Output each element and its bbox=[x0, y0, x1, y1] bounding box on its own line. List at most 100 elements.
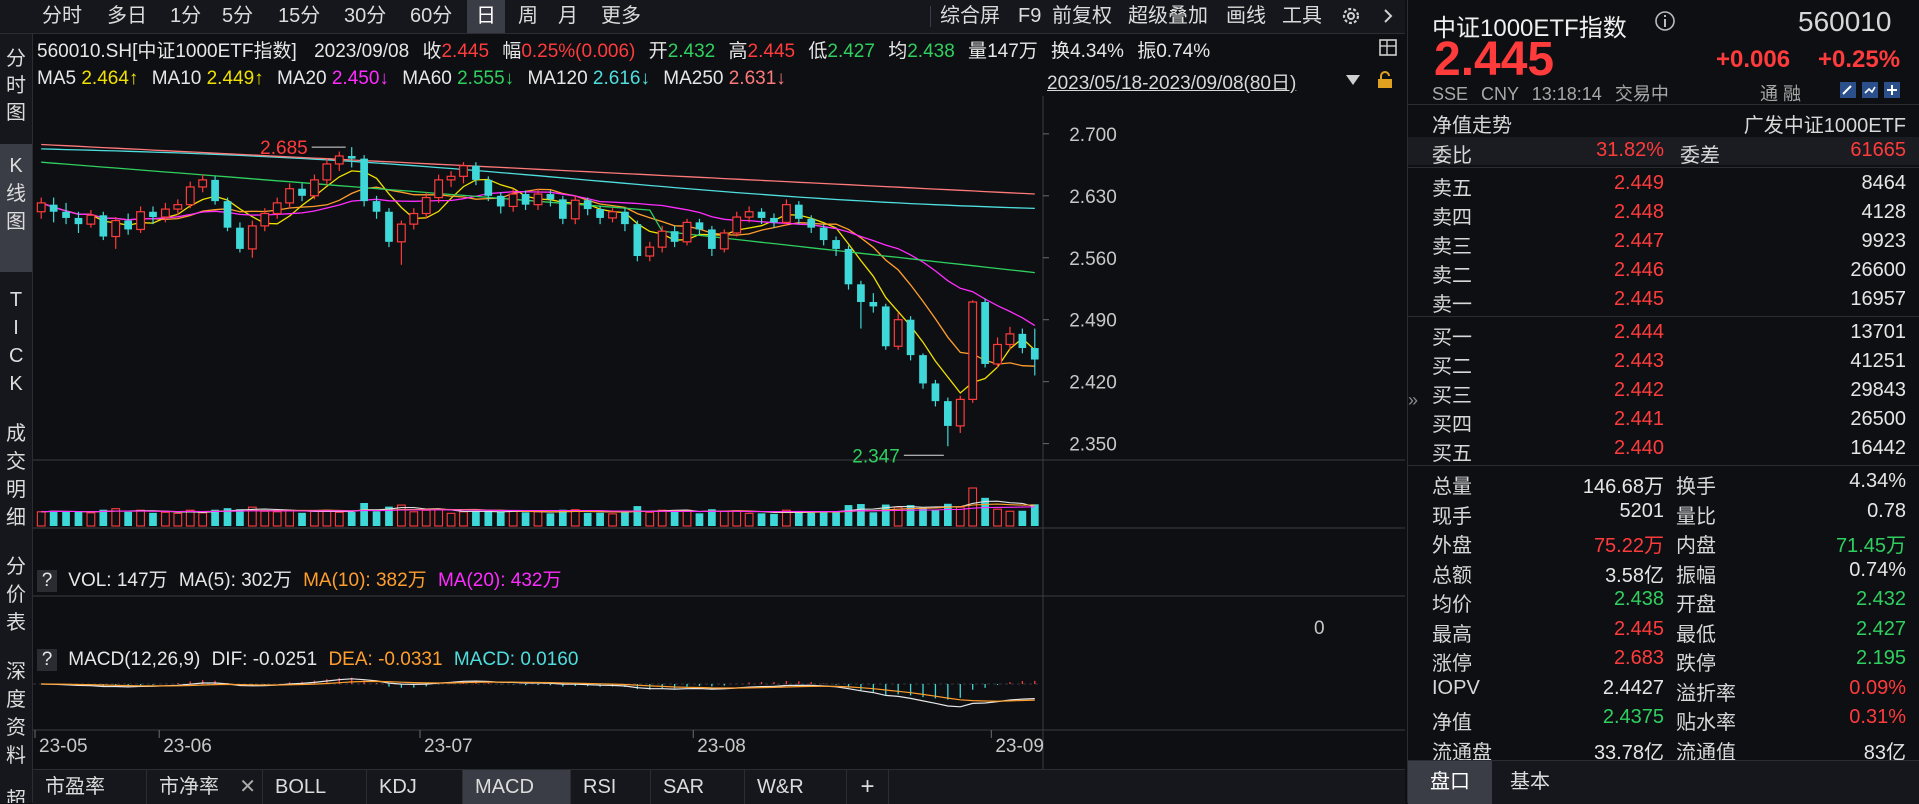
range-dropdown-icon[interactable] bbox=[1345, 71, 1361, 87]
indicator-tab-rsi[interactable]: RSI bbox=[571, 770, 651, 804]
tool-overlay[interactable]: 超级叠加 bbox=[1128, 5, 1208, 27]
lock-icon[interactable] bbox=[1375, 70, 1395, 90]
side-tab-trade-detail[interactable]: 成交明细 bbox=[0, 416, 32, 544]
gear-icon[interactable] bbox=[1339, 4, 1363, 28]
candle-body bbox=[124, 220, 132, 230]
stat-row: 净值 2.4375 贴水率 0.31% bbox=[1408, 704, 1919, 734]
tool-composite-screen[interactable]: 综合屏 bbox=[940, 5, 1000, 27]
candle-body bbox=[298, 188, 306, 196]
ask-level-row[interactable]: 卖三 2.447 9923 bbox=[1408, 228, 1919, 258]
chevron-right-icon[interactable] bbox=[1378, 6, 1398, 26]
volume-bar bbox=[906, 505, 915, 526]
price-tick-label: 2.700 bbox=[1069, 125, 1117, 146]
volume-value: 147万 bbox=[987, 41, 1038, 62]
candle bbox=[919, 353, 927, 389]
stat-row: IOPV 2.4427 溢折率 0.09% bbox=[1408, 675, 1919, 705]
period-tab-week[interactable]: 周 bbox=[518, 5, 538, 27]
help-icon[interactable]: ? bbox=[37, 649, 57, 671]
volume-bar bbox=[708, 509, 716, 526]
indicator-tab-pe[interactable]: 市盈率 bbox=[33, 770, 147, 804]
add-indicator-icon[interactable]: + bbox=[847, 770, 889, 804]
indicator-tab-macd[interactable]: MACD bbox=[463, 770, 571, 804]
tool-fuquan[interactable]: 前复权 bbox=[1052, 5, 1112, 27]
indicator-tab-pb[interactable]: 市净率 ✕ bbox=[147, 770, 263, 804]
turnover-label: 换 bbox=[1051, 41, 1071, 62]
volume-pane bbox=[36, 487, 1039, 527]
period-tab-day[interactable]: 日 bbox=[467, 0, 505, 33]
ask-level-row[interactable]: 卖一 2.445 16957 bbox=[1408, 286, 1919, 316]
candle bbox=[1018, 328, 1027, 354]
change-value: 0.25%(0.006) bbox=[521, 41, 636, 62]
nav-trend-link[interactable]: 净值走势 bbox=[1432, 115, 1512, 137]
bid-level-row[interactable]: 买三 2.442 29843 bbox=[1408, 377, 1919, 407]
candle bbox=[732, 211, 742, 237]
quick-action-icons[interactable] bbox=[1838, 81, 1916, 99]
indicator-tab-kdj[interactable]: KDJ bbox=[367, 770, 463, 804]
indicator-tab-wr[interactable]: W&R bbox=[745, 770, 847, 804]
ask-level-row[interactable]: 卖二 2.446 26600 bbox=[1408, 257, 1919, 287]
panel-tab-basic[interactable]: 基本 bbox=[1510, 771, 1550, 793]
candle bbox=[211, 176, 219, 205]
candle-body bbox=[322, 163, 332, 181]
bid-level-row[interactable]: 买四 2.441 26500 bbox=[1408, 406, 1919, 436]
volume-bar bbox=[944, 503, 952, 526]
period-tab-15min[interactable]: 15分 bbox=[278, 5, 321, 27]
volume-bar bbox=[558, 509, 567, 526]
vol-ma5: MA(5): 302万 bbox=[178, 570, 292, 591]
tool-tools[interactable]: 工具 bbox=[1282, 5, 1322, 27]
candle-body bbox=[832, 240, 840, 249]
level-volume: 9923 bbox=[1861, 230, 1907, 252]
tool-draw[interactable]: 画线 bbox=[1226, 5, 1266, 27]
panel-expand-icon[interactable]: » bbox=[1408, 390, 1419, 410]
period-tab-30min[interactable]: 30分 bbox=[344, 5, 387, 27]
ask-level-row[interactable]: 卖五 2.449 8464 bbox=[1408, 170, 1919, 200]
side-tab-kline[interactable]: K线图 bbox=[0, 144, 32, 272]
stat-label: 现手 bbox=[1432, 505, 1472, 528]
side-tab-time-chart[interactable]: 分时图 bbox=[0, 42, 32, 132]
level-price: 2.443 bbox=[1613, 350, 1664, 372]
indicator-tab-boll[interactable]: BOLL bbox=[263, 770, 367, 804]
candle bbox=[682, 218, 692, 246]
candle-body bbox=[434, 179, 444, 199]
period-tab-60min[interactable]: 60分 bbox=[410, 5, 453, 27]
period-tab-1min[interactable]: 1分 bbox=[170, 5, 202, 27]
period-tab-fenshi[interactable]: 分时 bbox=[42, 5, 82, 27]
bid-level-row[interactable]: 买一 2.444 13701 bbox=[1408, 319, 1919, 349]
volume-bar bbox=[247, 506, 257, 527]
level-label: 卖五 bbox=[1432, 178, 1472, 200]
bid-level-row[interactable]: 买五 2.440 16442 bbox=[1408, 435, 1919, 465]
panel-tab-pankou[interactable]: 盘口 bbox=[1408, 761, 1492, 804]
candle bbox=[49, 197, 58, 223]
candle bbox=[160, 202, 170, 223]
bar-date: 2023/09/08 bbox=[314, 41, 410, 62]
candle-body bbox=[944, 401, 952, 426]
date-range[interactable]: 2023/05/18-2023/09/08(80日) bbox=[1047, 73, 1297, 94]
window-toggle-icon[interactable] bbox=[1378, 38, 1400, 58]
volume-bar bbox=[1030, 504, 1039, 526]
period-tab-more[interactable]: 更多 bbox=[601, 5, 641, 27]
side-tab-depth[interactable]: 深度资料 bbox=[0, 654, 32, 782]
volume-bar bbox=[981, 497, 989, 526]
candle-body bbox=[496, 195, 505, 207]
help-icon[interactable]: ? bbox=[37, 570, 57, 592]
close-icon[interactable]: ✕ bbox=[239, 776, 256, 798]
candle bbox=[819, 224, 828, 246]
level-volume: 26500 bbox=[1850, 408, 1906, 430]
period-tab-multiday[interactable]: 多日 bbox=[107, 5, 147, 27]
bid-level-row[interactable]: 买二 2.443 41251 bbox=[1408, 348, 1919, 378]
volume-bar bbox=[409, 511, 419, 527]
side-tab-price-table[interactable]: 分价表 bbox=[0, 549, 32, 653]
stat-value: 2.4375 bbox=[1602, 706, 1664, 728]
side-tab-label: K线图 bbox=[6, 155, 26, 233]
date-tick-label: 23-05 bbox=[39, 736, 88, 757]
ask-level-row[interactable]: 卖四 2.448 4128 bbox=[1408, 199, 1919, 229]
kline-chart[interactable]: 2.700 2.630 2.560 2.490 2.420 2.350 2.685 2.34… bbox=[33, 96, 1405, 769]
period-tab-month[interactable]: 月 bbox=[558, 5, 578, 27]
tool-f9[interactable]: F9 bbox=[1018, 5, 1042, 27]
volume-bar bbox=[608, 513, 617, 527]
indicator-tab-sar[interactable]: SAR bbox=[651, 770, 745, 804]
side-tab-tick[interactable]: TICK bbox=[0, 280, 32, 406]
info-icon[interactable] bbox=[1654, 10, 1676, 32]
period-tab-5min[interactable]: 5分 bbox=[222, 5, 254, 27]
side-tab-super[interactable]: 超级 bbox=[0, 786, 32, 803]
